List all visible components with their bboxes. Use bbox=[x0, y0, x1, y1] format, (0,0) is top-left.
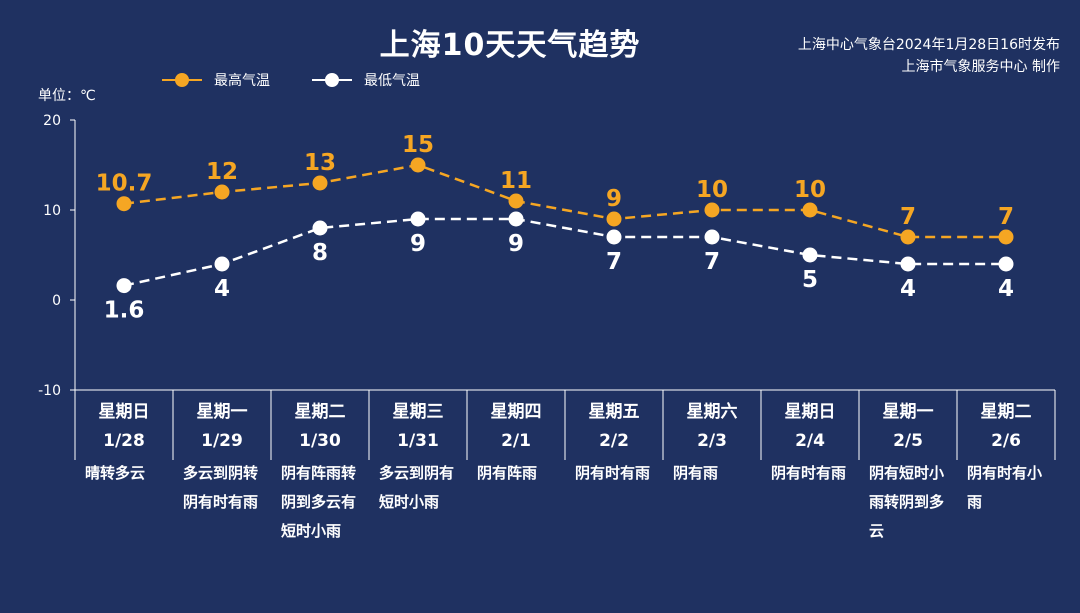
day-date: 1/29 bbox=[201, 431, 243, 451]
unit-label: 单位：℃ bbox=[38, 88, 96, 104]
data-label-high: 10 bbox=[696, 177, 728, 203]
legend-high-label: 最高气温 bbox=[214, 73, 270, 89]
data-point-low bbox=[508, 211, 524, 227]
day-weather: 多云到阴转阴有时有雨 bbox=[183, 464, 259, 511]
data-label-low: 8 bbox=[312, 240, 328, 266]
day-date: 2/6 bbox=[991, 431, 1021, 451]
day-column: 星期一 1/29 多云到阴转阴有时有雨 bbox=[173, 392, 271, 517]
day-weekday: 星期三 bbox=[392, 402, 444, 422]
legend-low-marker bbox=[312, 73, 352, 87]
day-weekday: 星期一 bbox=[196, 402, 248, 422]
data-point-high bbox=[704, 202, 720, 218]
day-weather: 阴有时有雨 bbox=[771, 464, 847, 482]
day-weather: 阴有时有小雨 bbox=[967, 464, 1043, 511]
day-weather: 阴有雨 bbox=[673, 464, 719, 482]
day-column: 星期日 1/28 晴转多云 bbox=[75, 392, 173, 488]
data-point-low bbox=[802, 247, 818, 263]
day-column: 星期五 2/2 阴有时有雨 bbox=[565, 392, 663, 488]
data-point-high bbox=[508, 193, 524, 209]
day-column: 星期四 2/1 阴有阵雨 bbox=[467, 392, 565, 488]
day-weather: 多云到阴有短时小雨 bbox=[379, 464, 455, 511]
legend-item-high: 最高气温 bbox=[160, 70, 270, 90]
data-point-high bbox=[900, 229, 916, 245]
day-weekday: 星期一 bbox=[882, 402, 934, 422]
y-tick-label: -10 bbox=[38, 383, 61, 399]
y-tick-label: 0 bbox=[52, 293, 61, 309]
data-point-high bbox=[606, 211, 622, 227]
data-label-low: 7 bbox=[606, 249, 622, 275]
day-date: 2/2 bbox=[599, 431, 629, 451]
data-label-low: 9 bbox=[508, 231, 524, 257]
day-weather: 阴有阵雨 bbox=[477, 464, 538, 482]
data-label-high: 15 bbox=[402, 132, 434, 158]
data-label-high: 10.7 bbox=[96, 171, 153, 197]
data-point-low bbox=[410, 211, 426, 227]
data-label-high: 7 bbox=[998, 204, 1014, 230]
day-weather: 阴有时有雨 bbox=[575, 464, 651, 482]
day-date: 1/28 bbox=[103, 431, 145, 451]
data-point-high bbox=[410, 157, 426, 173]
data-point-low bbox=[704, 229, 720, 245]
data-label-low: 9 bbox=[410, 231, 426, 257]
chart-legend: 最高气温 最低气温 bbox=[160, 70, 460, 90]
data-label-low: 1.6 bbox=[104, 298, 145, 324]
data-point-low bbox=[606, 229, 622, 245]
day-column: 星期六 2/3 阴有雨 bbox=[663, 392, 761, 488]
data-point-low bbox=[312, 220, 328, 236]
data-label-high: 11 bbox=[500, 168, 532, 194]
day-date: 1/30 bbox=[299, 431, 341, 451]
day-date: 2/3 bbox=[697, 431, 727, 451]
y-tick-label: 10 bbox=[43, 203, 61, 219]
series-line-high bbox=[123, 163, 1006, 239]
data-point-high bbox=[214, 184, 230, 200]
source-publish-line: 上海中心气象台2024年1月28日16时发布 bbox=[797, 37, 1060, 53]
data-label-high: 10 bbox=[794, 177, 826, 203]
day-weekday: 星期日 bbox=[98, 402, 150, 422]
day-weather: 阴有阵雨转阴到多云有短时小雨 bbox=[281, 464, 357, 540]
day-weekday: 星期五 bbox=[588, 402, 640, 422]
data-point-low bbox=[998, 256, 1014, 272]
day-column: 星期日 2/4 阴有时有雨 bbox=[761, 392, 859, 488]
data-point-low bbox=[116, 278, 132, 294]
data-point-high bbox=[116, 196, 132, 212]
data-label-high: 12 bbox=[206, 159, 238, 185]
day-column: 星期二 1/30 阴有阵雨转阴到多云有短时小雨 bbox=[271, 392, 369, 546]
day-column: 星期三 1/31 多云到阴有短时小雨 bbox=[369, 392, 467, 517]
legend-low-label: 最低气温 bbox=[364, 73, 420, 89]
data-point-high bbox=[802, 202, 818, 218]
source-maker-line: 上海市气象服务中心 制作 bbox=[901, 59, 1060, 75]
data-label-high: 7 bbox=[900, 204, 916, 230]
day-weekday: 星期二 bbox=[980, 402, 1032, 422]
data-label-low: 7 bbox=[704, 249, 720, 275]
day-date: 2/5 bbox=[893, 431, 923, 451]
data-point-low bbox=[214, 256, 230, 272]
day-weekday: 星期二 bbox=[294, 402, 346, 422]
page-title: 上海10天天气趋势 bbox=[379, 28, 641, 63]
series-line-low bbox=[123, 217, 1006, 287]
day-weekday: 星期四 bbox=[490, 402, 542, 422]
day-column: 星期二 2/6 阴有时有小雨 bbox=[957, 392, 1055, 517]
day-weather: 阴有短时小雨转阴到多云 bbox=[869, 464, 945, 540]
day-column: 星期一 2/5 阴有短时小雨转阴到多云 bbox=[859, 392, 957, 546]
day-weekday: 星期日 bbox=[784, 402, 836, 422]
day-date: 2/4 bbox=[795, 431, 825, 451]
legend-item-low: 最低气温 bbox=[310, 70, 420, 90]
data-label-low: 4 bbox=[214, 276, 230, 302]
data-point-high bbox=[998, 229, 1014, 245]
data-label-high: 9 bbox=[606, 186, 622, 212]
day-date: 1/31 bbox=[397, 431, 439, 451]
legend-high-marker bbox=[162, 73, 202, 87]
y-tick-label: 20 bbox=[43, 113, 61, 129]
data-label-low: 5 bbox=[802, 267, 818, 293]
day-date: 2/1 bbox=[501, 431, 531, 451]
day-weekday: 星期六 bbox=[686, 402, 738, 422]
data-point-low bbox=[900, 256, 916, 272]
data-label-low: 4 bbox=[900, 276, 916, 302]
source-info: 上海中心气象台2024年1月28日16时发布 上海市气象服务中心 制作 bbox=[798, 34, 1060, 78]
day-weather: 晴转多云 bbox=[85, 464, 146, 482]
data-label-high: 13 bbox=[304, 150, 336, 176]
data-point-high bbox=[312, 175, 328, 191]
data-label-low: 4 bbox=[998, 276, 1014, 302]
